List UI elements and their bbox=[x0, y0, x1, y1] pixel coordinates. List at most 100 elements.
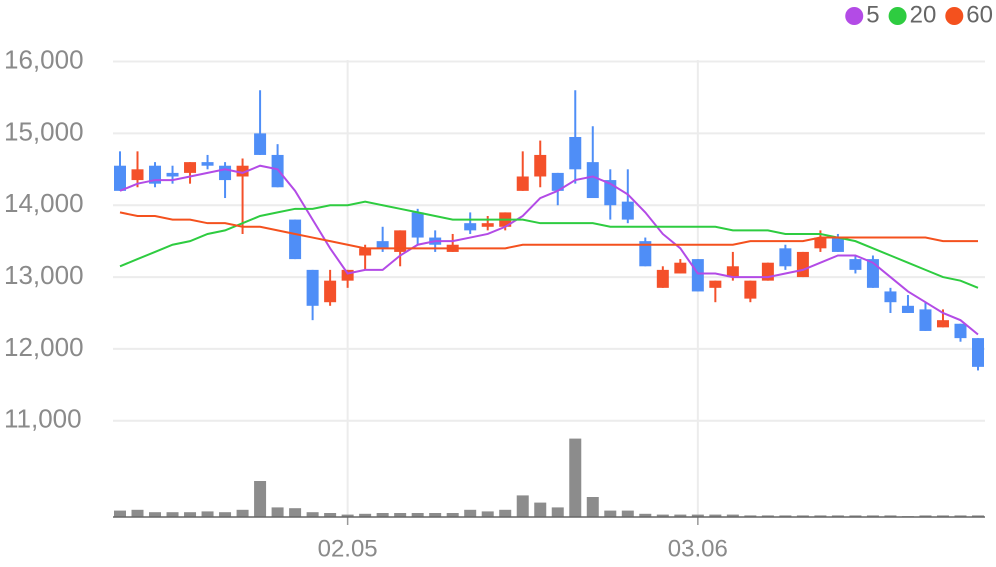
candle-body bbox=[411, 212, 424, 238]
volume-bar bbox=[516, 495, 529, 517]
y-tick-label: 15,000 bbox=[4, 116, 84, 146]
volume-bar bbox=[866, 515, 879, 517]
volume-bar bbox=[534, 502, 547, 517]
volume-bar bbox=[551, 507, 564, 517]
candle-body bbox=[586, 162, 599, 199]
candle-body bbox=[464, 223, 477, 231]
candle-body bbox=[779, 248, 792, 267]
legend-label: 5 bbox=[866, 1, 879, 28]
legend-marker bbox=[945, 7, 964, 25]
volume-bar bbox=[691, 514, 704, 517]
candle-body bbox=[936, 320, 949, 328]
volume-bar bbox=[586, 497, 599, 517]
volume-bar bbox=[481, 511, 494, 517]
candle-body bbox=[744, 280, 757, 299]
candle-body bbox=[114, 165, 126, 191]
ma-line bbox=[119, 164, 979, 336]
y-tick-label: 14,000 bbox=[4, 188, 84, 218]
x-tick-label: 03.06 bbox=[668, 535, 728, 562]
volume-bar bbox=[201, 511, 214, 517]
volume-bar bbox=[831, 515, 844, 517]
candle-body bbox=[919, 309, 932, 331]
volume-bar bbox=[254, 481, 267, 517]
candle-body bbox=[219, 165, 232, 181]
volume-bar bbox=[131, 509, 144, 517]
legend-label: 60 bbox=[966, 1, 993, 28]
y-tick-label: 11,000 bbox=[4, 404, 82, 434]
candle-body bbox=[831, 237, 844, 252]
volume-bar bbox=[324, 513, 337, 517]
volume-bar bbox=[726, 514, 739, 517]
candle-body bbox=[901, 305, 914, 313]
candle-body bbox=[236, 165, 249, 177]
ma-line bbox=[119, 211, 978, 250]
candle-body bbox=[796, 251, 809, 278]
candle-body bbox=[394, 230, 407, 252]
volume-bar bbox=[796, 515, 809, 517]
volume-bar bbox=[674, 514, 687, 517]
volume-bar bbox=[709, 514, 722, 517]
candle-body bbox=[534, 154, 547, 177]
candle-body bbox=[289, 219, 302, 260]
volume-bar bbox=[114, 510, 126, 517]
volume-bar bbox=[271, 507, 284, 517]
volume-bar bbox=[359, 513, 372, 517]
candle-body bbox=[954, 323, 967, 339]
y-tick-label: 12,000 bbox=[4, 332, 84, 362]
volume-bar bbox=[289, 508, 302, 517]
volume-bar bbox=[411, 513, 424, 517]
volume-bar bbox=[779, 515, 792, 517]
candle-body bbox=[674, 262, 687, 274]
legend-marker bbox=[888, 7, 907, 25]
candle-body bbox=[639, 241, 652, 267]
volume-bar bbox=[639, 513, 652, 517]
volume-bar bbox=[849, 515, 862, 517]
volume-bar bbox=[604, 510, 617, 517]
candle-body bbox=[481, 223, 494, 227]
x-tick-label: 02.05 bbox=[318, 535, 378, 562]
volume-bar bbox=[499, 509, 512, 517]
volume-bar bbox=[394, 513, 407, 517]
candle-body bbox=[551, 172, 564, 191]
volume-bar bbox=[884, 515, 897, 517]
candle-body bbox=[359, 248, 372, 256]
volume-bar bbox=[219, 512, 232, 517]
volume-bar bbox=[936, 515, 949, 517]
candle-body bbox=[569, 136, 582, 170]
volume-bar bbox=[166, 512, 179, 517]
volume-bar bbox=[761, 515, 774, 517]
candle-body bbox=[306, 269, 319, 306]
candle-body bbox=[656, 269, 669, 288]
volume-bar bbox=[656, 514, 669, 517]
volume-bar bbox=[464, 509, 477, 517]
volume-bar bbox=[744, 515, 757, 517]
volume-bar bbox=[919, 515, 932, 517]
volume-bar bbox=[814, 515, 827, 517]
volume-bar bbox=[954, 515, 967, 517]
volume-bar bbox=[306, 512, 319, 517]
volume-bar bbox=[569, 438, 582, 517]
candle-body bbox=[709, 280, 722, 288]
legend-label: 20 bbox=[910, 1, 937, 28]
volume-bar bbox=[429, 513, 442, 517]
candle-body bbox=[131, 169, 144, 181]
y-tick-label: 16,000 bbox=[4, 44, 84, 74]
candle-body bbox=[621, 201, 634, 220]
candle-body bbox=[254, 133, 267, 155]
candle-body bbox=[184, 162, 197, 173]
volume-bar bbox=[376, 513, 389, 517]
volume-bar bbox=[446, 513, 459, 517]
candle-body bbox=[691, 259, 704, 292]
candle-body bbox=[814, 237, 827, 249]
volume-bar bbox=[972, 515, 984, 517]
volume-bar bbox=[149, 512, 162, 517]
candle-body bbox=[271, 154, 284, 188]
volume-bar bbox=[184, 512, 197, 517]
y-tick-label: 13,000 bbox=[4, 260, 84, 290]
candle-body bbox=[376, 241, 389, 249]
candle-body bbox=[726, 266, 739, 278]
candle-body bbox=[201, 162, 214, 166]
candle-body bbox=[324, 280, 337, 303]
